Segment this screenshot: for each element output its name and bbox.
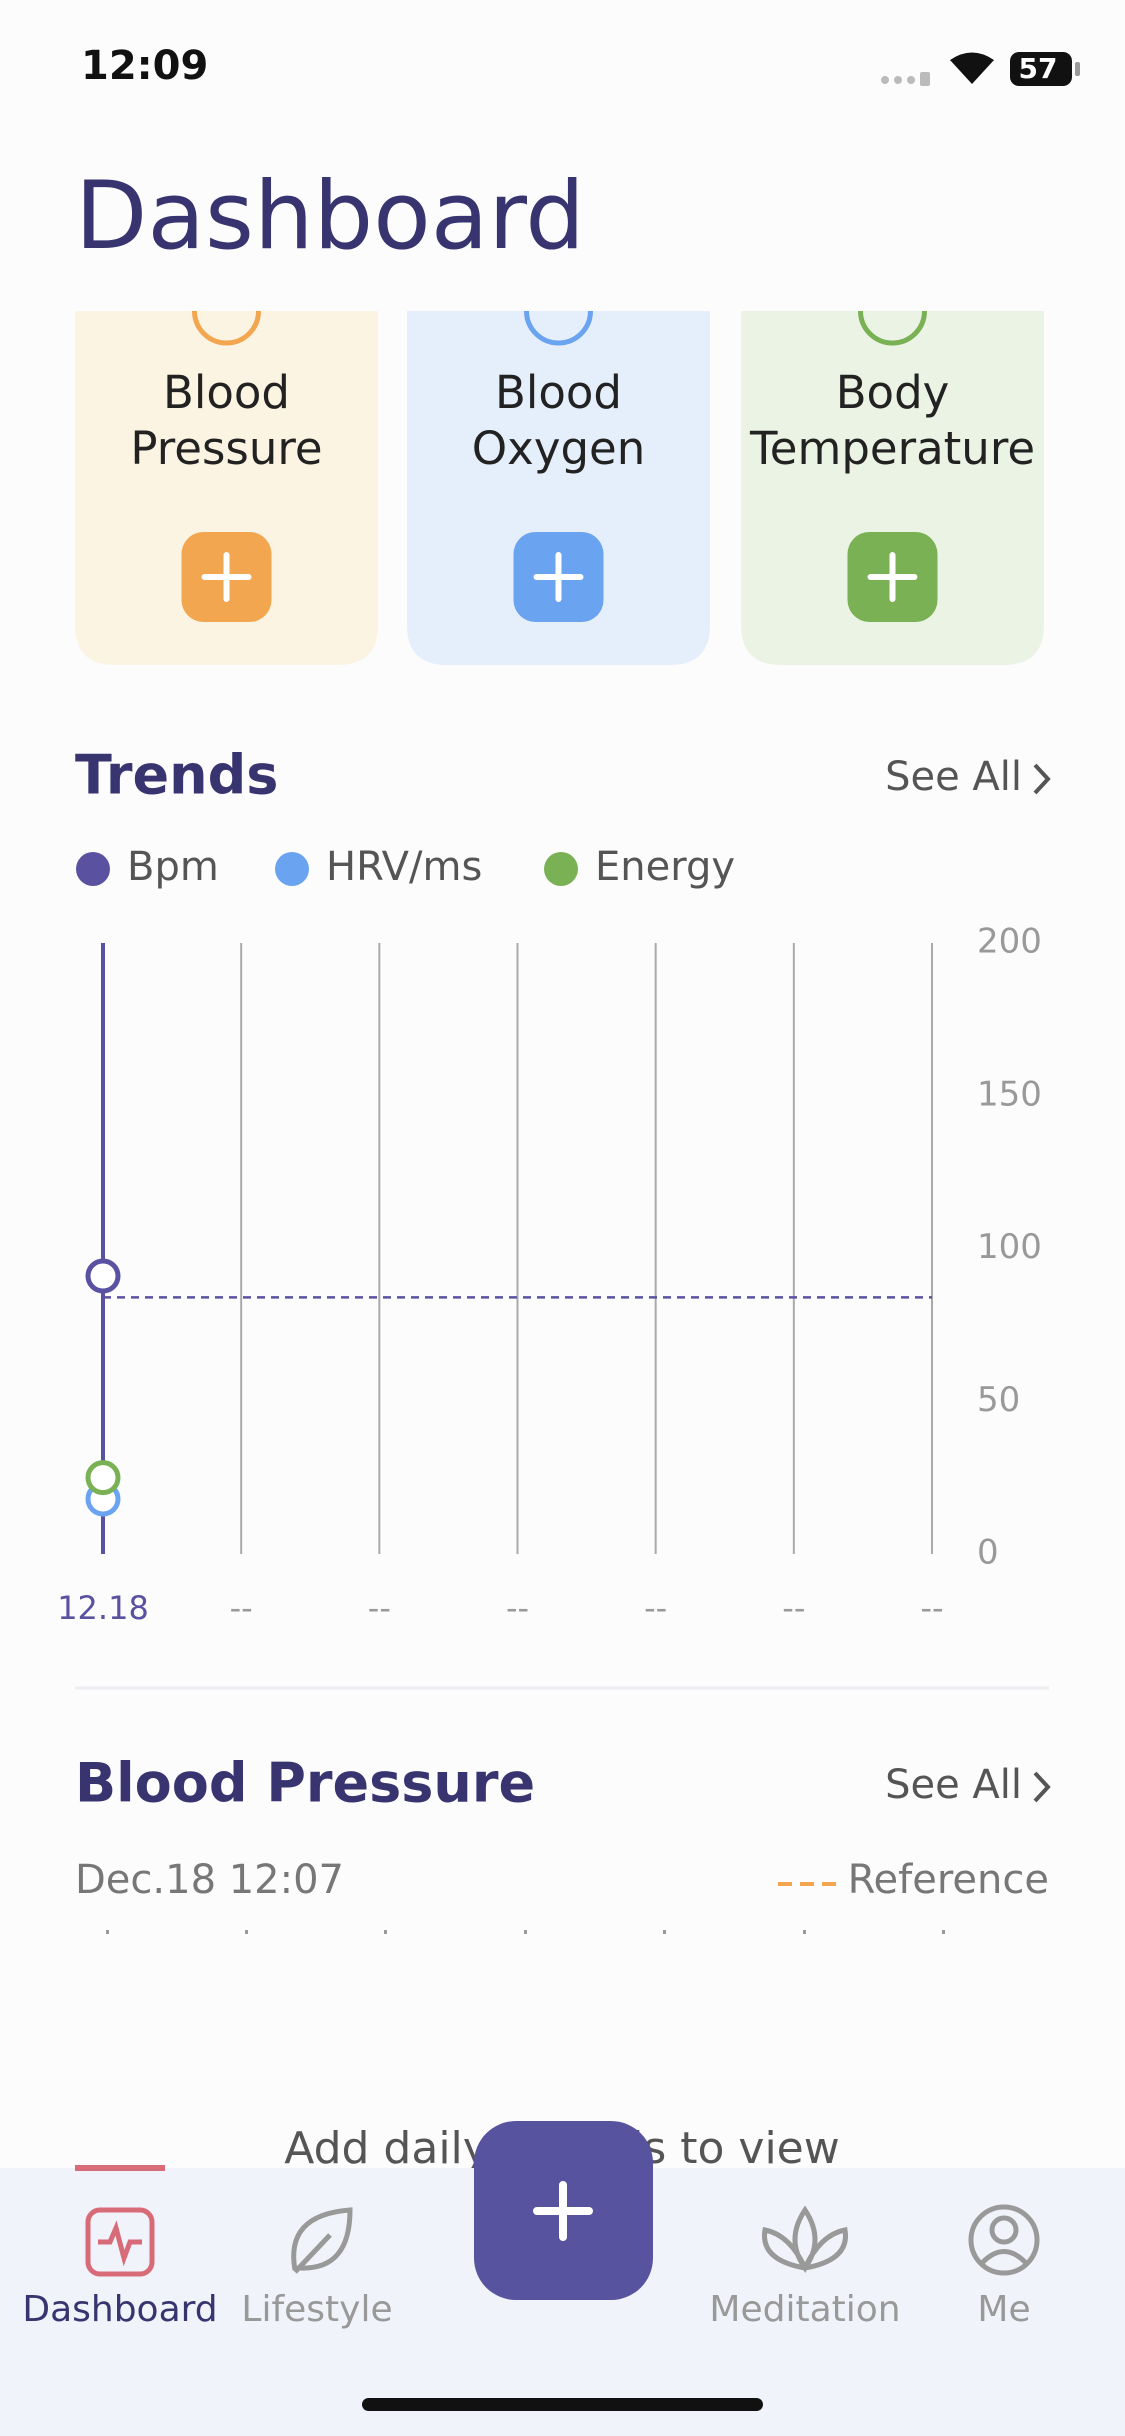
home-indicator [362,2398,763,2411]
card[interactable] [75,311,378,665]
y-tick-label: 100 [977,1227,1042,1267]
legend-label: Bpm [127,844,219,890]
card-add-icon [533,552,584,602]
card-add-icon [867,552,918,602]
legend-swatch [76,852,110,886]
card-label: Blood [163,366,290,419]
tab-label[interactable]: Lifestyle [241,2289,392,2330]
x-tick-label: -- [644,1589,667,1627]
x-tick-label: -- [230,1589,253,1627]
tab-label[interactable]: Meditation [709,2289,900,2330]
legend-label: Energy [595,844,735,890]
data-point [85,1460,121,1496]
record-date: Dec.18 12:07 [75,1857,344,1903]
legend-label: HRV/ms [326,844,482,890]
card-label: Temperature [749,422,1035,475]
y-tick-label: 50 [977,1380,1020,1420]
card-icon [192,310,261,346]
card-label: Body [836,366,950,419]
tab-icons [85,2204,1040,2277]
tab-label[interactable]: Me [977,2289,1030,2330]
see-all[interactable]: See All [885,1762,1022,1808]
legend-swatch [544,852,578,886]
section-title: Blood Pressure [75,1752,535,1815]
x-tick-label: -- [920,1589,943,1627]
y-tick-label: 0 [977,1533,999,1573]
tab-indicator [75,2165,165,2171]
card-label: Pressure [130,422,322,475]
section-title: Trends [75,744,278,807]
tab-label[interactable]: Dashboard [22,2289,217,2330]
card[interactable] [407,311,710,665]
x-tick-label: -- [506,1589,529,1627]
card-label: Blood [495,366,622,419]
chevron [1033,763,1051,795]
card-icon [858,310,927,346]
see-all[interactable]: See All [885,754,1022,800]
status-time: 12:09 [81,43,208,89]
page-title: Dashboard [75,162,585,271]
card-add-icon [201,552,252,602]
legend-swatch [275,852,309,886]
card-icon [524,310,593,346]
y-tick-label: 150 [977,1074,1042,1114]
x-tick-label: -- [368,1589,391,1627]
x-tick-label: -- [782,1589,805,1627]
card-label: Oxygen [472,422,645,475]
add-icon [533,2181,593,2241]
battery-level: 57 [1019,52,1058,85]
status-icons [881,52,1080,86]
card[interactable] [741,311,1044,665]
data-point [85,1258,121,1294]
reference-label: Reference [848,1857,1049,1903]
chevron [1033,1771,1051,1803]
axis-dots [106,1930,945,1934]
y-tick-label: 200 [977,922,1042,962]
x-tick-label: 12.18 [57,1589,149,1627]
